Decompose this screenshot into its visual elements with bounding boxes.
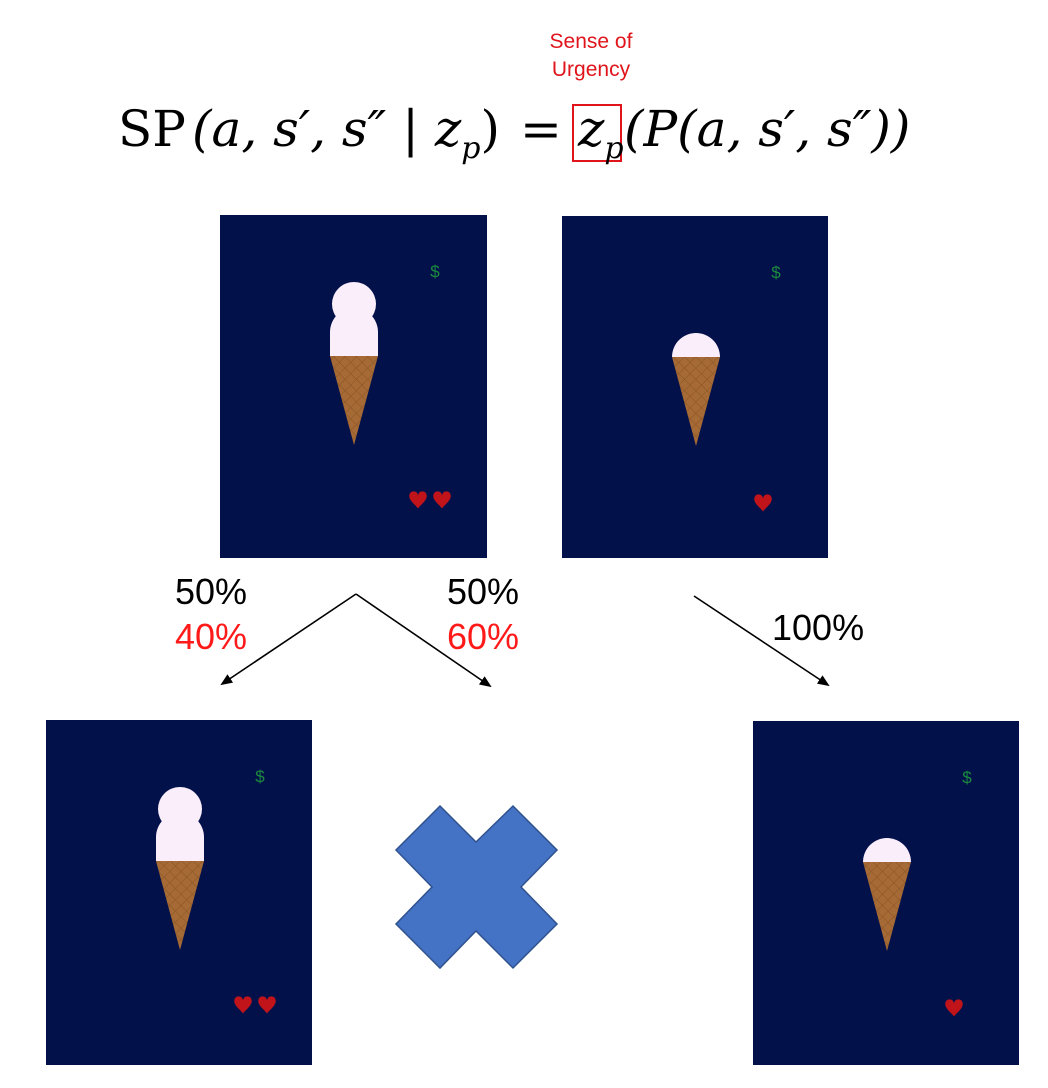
equation-op-name: SP [118,100,186,158]
annotation-line-1: Sense of [550,30,633,53]
equation-lhs-sub: p [461,131,480,166]
heart-icon [754,494,772,512]
urgency-box [572,104,622,162]
cone-icon [156,861,204,950]
equation-boxed-var: zp [577,100,624,166]
ice-cream-icon [156,787,204,950]
ice-cream-icon [863,838,911,951]
state-panel-top-left: $ [220,215,487,558]
heart-icon [409,491,427,509]
state-panel-top-right: $ [562,216,828,558]
cone-icon [672,357,720,446]
boxed-var: z [577,100,605,158]
heart-icon [945,999,963,1017]
cone-icon [330,356,378,445]
heart-icon [433,491,451,509]
dollar-icon: $ [255,767,265,786]
arrow-to-bottom-left [220,593,357,686]
equation: SP (a, s′, s″ | zp) = zp (P(a, s′, s″)) [118,100,910,166]
pct-left-urgency: 40% [175,616,247,657]
arrow-to-bottom-right [693,595,830,687]
dollar-icon: $ [962,768,972,787]
equation-equals: = [520,100,562,158]
pct-left-default: 50% [175,571,247,612]
arrow-to-eliminated [355,593,492,688]
pct-right-default: 50% [447,571,519,612]
annotation-line-2: Urgency [552,58,631,81]
ice-cream-icon [672,333,720,446]
dollar-icon: $ [771,263,781,282]
pct-right-urgency: 60% [447,616,519,657]
equation-lhs-args: (a, s′, s″ | z [192,100,462,158]
heart-icon [258,996,276,1014]
boxed-sub: p [604,131,623,166]
equation-lhs: (a, s′, s″ | zp) [192,100,500,166]
pct-single: 100% [772,607,864,648]
dollar-icon: $ [430,262,440,281]
x-cross-icon [394,804,559,970]
ice-cream-icon [330,282,378,445]
heart-icon [234,996,252,1014]
equation-rhs: (P(a, s′, s″)) [624,100,910,158]
cone-icon [863,862,911,951]
state-panel-bottom-left: $ [46,720,312,1065]
equation-lhs-close: ) [480,100,500,158]
state-panel-bottom-right: $ [753,721,1019,1065]
